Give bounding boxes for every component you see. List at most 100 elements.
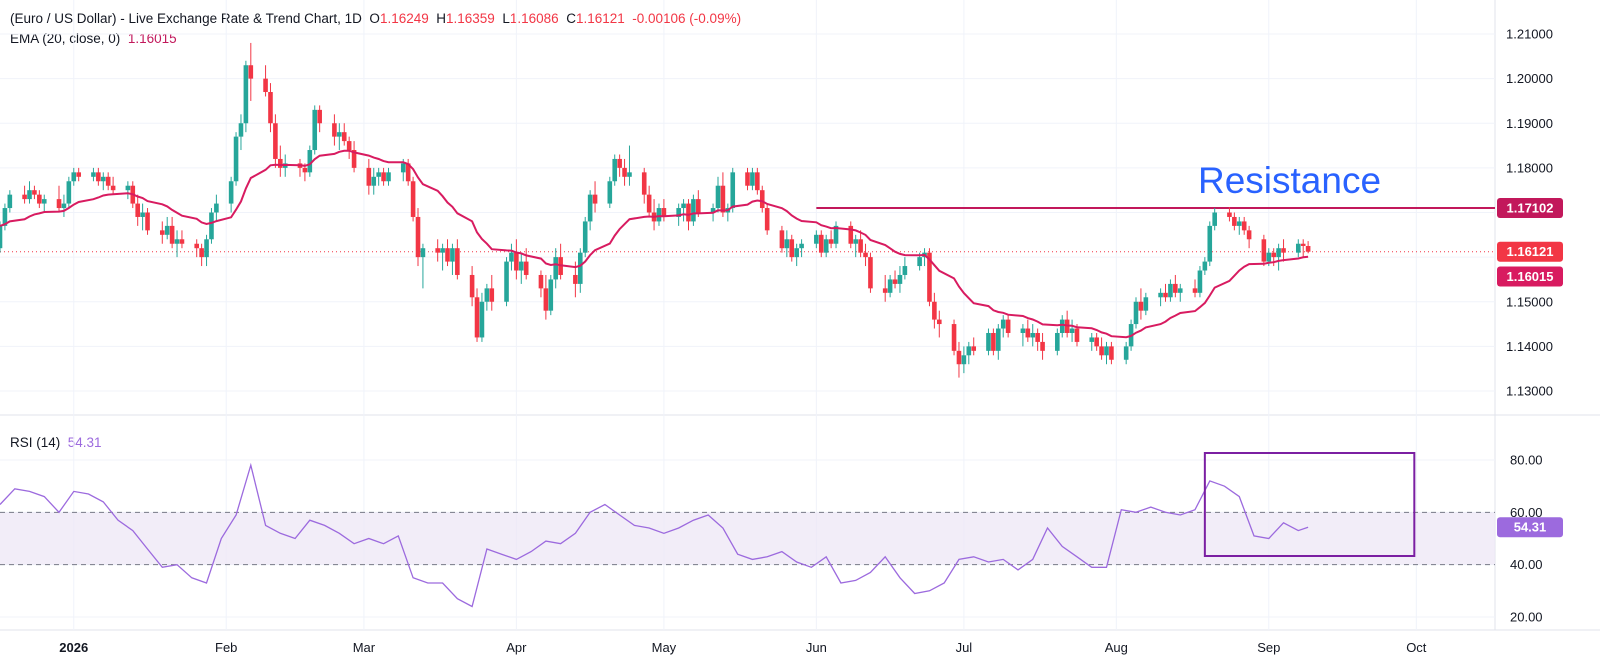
candle-body [1123,346,1129,360]
candle [828,230,834,249]
candle-body [1030,332,1036,338]
candle [469,266,475,307]
candle [1089,332,1095,351]
candle [91,167,96,182]
candle-body [302,167,308,173]
candle-body [1074,328,1080,342]
candle [1305,241,1311,254]
candle [514,239,519,280]
time-tick-label: Mar [353,640,376,655]
candle-body [750,172,755,186]
candle [268,83,273,133]
candle [307,145,313,177]
candle [371,167,377,195]
candle-body [100,176,106,182]
candle-body [617,158,622,168]
candle [100,172,106,191]
candle-body [66,181,72,204]
candle-body [27,190,32,200]
candle-body [194,243,200,249]
candle [125,181,131,200]
candle [543,274,549,320]
candle [1177,283,1183,302]
candle-body [1300,243,1306,246]
price-tick-label: 1.14000 [1506,339,1553,354]
candle [715,176,721,213]
candle-body [56,199,62,209]
candle [607,176,613,209]
candle-body [1005,319,1011,333]
candle [1276,243,1281,271]
candle-body [971,346,977,351]
candle-body [1261,239,1267,262]
candle [105,172,111,191]
rsi-value-badge-bg [1497,517,1563,538]
candle-body [410,181,416,217]
candle-body [730,172,736,209]
candle-body [0,225,3,249]
candle [22,185,27,204]
candle [823,234,829,258]
candle [179,230,185,249]
candle-body [755,172,760,191]
candle-body [248,65,254,79]
candle [882,274,888,302]
candle [214,194,219,222]
candle [956,341,962,378]
ema-legend-name: EMA (20, close, 0) [10,31,121,46]
candle-body [1241,221,1247,231]
candle [376,167,381,186]
close-value: 1.16121 [575,11,625,26]
candle [863,243,868,267]
candle-body [199,248,204,258]
candle-body [450,248,455,262]
candle-body [1177,288,1183,293]
candle-body [887,279,893,293]
open-label: O [369,11,380,26]
high-value: 1.16359 [446,11,495,26]
candle [1246,225,1252,249]
candle [902,257,908,280]
candle [351,141,357,173]
resistance-annotation: Resistance [1198,160,1381,201]
candle-body [514,252,519,271]
candle [523,248,529,280]
candle-body [366,167,372,186]
last-price-badge-text: 1.16121 [1507,244,1554,259]
candle [759,185,765,213]
candle [312,105,318,155]
candle [1236,216,1242,235]
candle-body [553,257,559,280]
candle [445,239,450,267]
candle-body [991,332,996,351]
candle [1261,234,1267,267]
candle [346,136,352,159]
time-tick-label: Feb [215,640,237,655]
ema-legend: EMA (20, close, 0) 1.16015 [10,31,177,46]
price-tick-label: 1.13000 [1506,384,1553,399]
candle-body [243,65,249,124]
candle [582,216,588,258]
candle-body [376,172,381,177]
candle-body [1069,328,1075,333]
candle-body [228,181,234,204]
candle [1281,239,1286,262]
candle [932,292,937,329]
candle-body [169,225,175,244]
candle [592,181,598,213]
candle [169,216,175,249]
candle [489,274,495,311]
candle [1020,324,1026,347]
candle-body [405,163,411,182]
candle-body [1197,270,1203,293]
candle-body [332,123,337,137]
candle [755,167,760,195]
candle-body [814,234,819,244]
candle-body [1202,261,1208,271]
candle-body [646,194,652,213]
candle [661,199,667,222]
time-tick-label: Sep [1257,640,1280,655]
candle-body [622,167,627,177]
candle-body [710,208,716,213]
